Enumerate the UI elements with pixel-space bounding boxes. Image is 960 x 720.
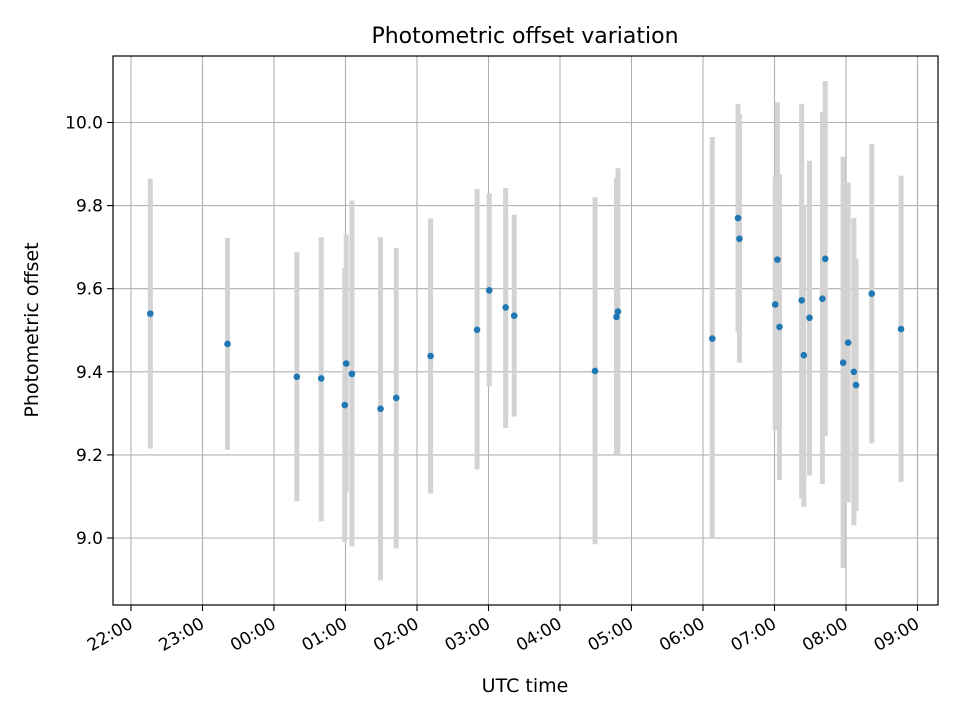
data-point xyxy=(771,301,779,308)
data-point xyxy=(147,310,154,317)
data-point xyxy=(377,405,384,413)
data-point xyxy=(736,235,743,243)
data-point xyxy=(510,312,518,320)
data-point xyxy=(317,375,325,382)
x-tick-label: 01:00 xyxy=(299,614,351,656)
x-tick-label: 06:00 xyxy=(656,614,708,656)
data-point xyxy=(342,360,350,367)
data-point xyxy=(613,313,620,321)
x-tick-label: 09:00 xyxy=(871,614,923,656)
data-points xyxy=(147,214,905,413)
x-tick-label: 08:00 xyxy=(799,614,851,656)
y-tick-label: 9.6 xyxy=(76,280,103,300)
data-point xyxy=(806,314,813,322)
data-point xyxy=(821,255,829,263)
data-point xyxy=(502,304,509,311)
x-axis-ticks: 22:00 23:00 00:00 01:00 02:00 03:00 04:00 05:00… xyxy=(84,605,923,656)
data-point xyxy=(427,352,434,360)
chart-title: Photometric offset variation xyxy=(371,24,678,49)
x-tick-label: 03:00 xyxy=(442,614,494,656)
data-point xyxy=(341,401,349,409)
x-tick-label: 04:00 xyxy=(513,614,565,656)
data-point xyxy=(348,370,356,378)
data-point xyxy=(850,368,858,376)
data-point xyxy=(868,290,876,297)
x-tick-label: 22:00 xyxy=(84,614,136,656)
x-tick-label: 05:00 xyxy=(585,614,637,656)
x-tick-label: 02:00 xyxy=(370,614,422,656)
y-tick-label: 9.4 xyxy=(76,363,103,383)
y-tick-label: 9.0 xyxy=(76,529,103,549)
data-point xyxy=(473,326,481,334)
data-point xyxy=(734,214,742,222)
data-point xyxy=(800,351,808,359)
data-point xyxy=(852,381,860,389)
y-axis-ticks: 9.0 9.2 9.4 9.6 9.8 10.0 xyxy=(65,114,113,549)
data-point xyxy=(776,323,783,331)
x-tick-label: 23:00 xyxy=(156,614,208,656)
data-point xyxy=(844,339,852,347)
error-bars xyxy=(147,80,904,581)
data-point xyxy=(614,308,622,315)
data-point xyxy=(293,373,301,381)
data-point xyxy=(774,256,781,263)
data-point xyxy=(819,295,826,302)
y-tick-label: 9.2 xyxy=(76,446,103,466)
data-point xyxy=(224,340,231,348)
data-point xyxy=(591,367,599,375)
y-axis-label: Photometric offset xyxy=(21,242,43,417)
data-point xyxy=(839,359,847,366)
data-point xyxy=(392,394,400,402)
grid-lines xyxy=(113,56,938,605)
x-tick-label: 07:00 xyxy=(728,614,780,656)
data-point xyxy=(485,287,493,294)
plot-frame xyxy=(112,55,939,606)
y-tick-label: 9.8 xyxy=(76,197,103,217)
data-point xyxy=(708,335,716,342)
data-point xyxy=(897,325,905,333)
x-tick-label: 00:00 xyxy=(227,614,279,656)
x-axis-label: UTC time xyxy=(482,675,569,697)
data-point xyxy=(798,297,805,304)
y-tick-label: 10.0 xyxy=(65,114,103,134)
